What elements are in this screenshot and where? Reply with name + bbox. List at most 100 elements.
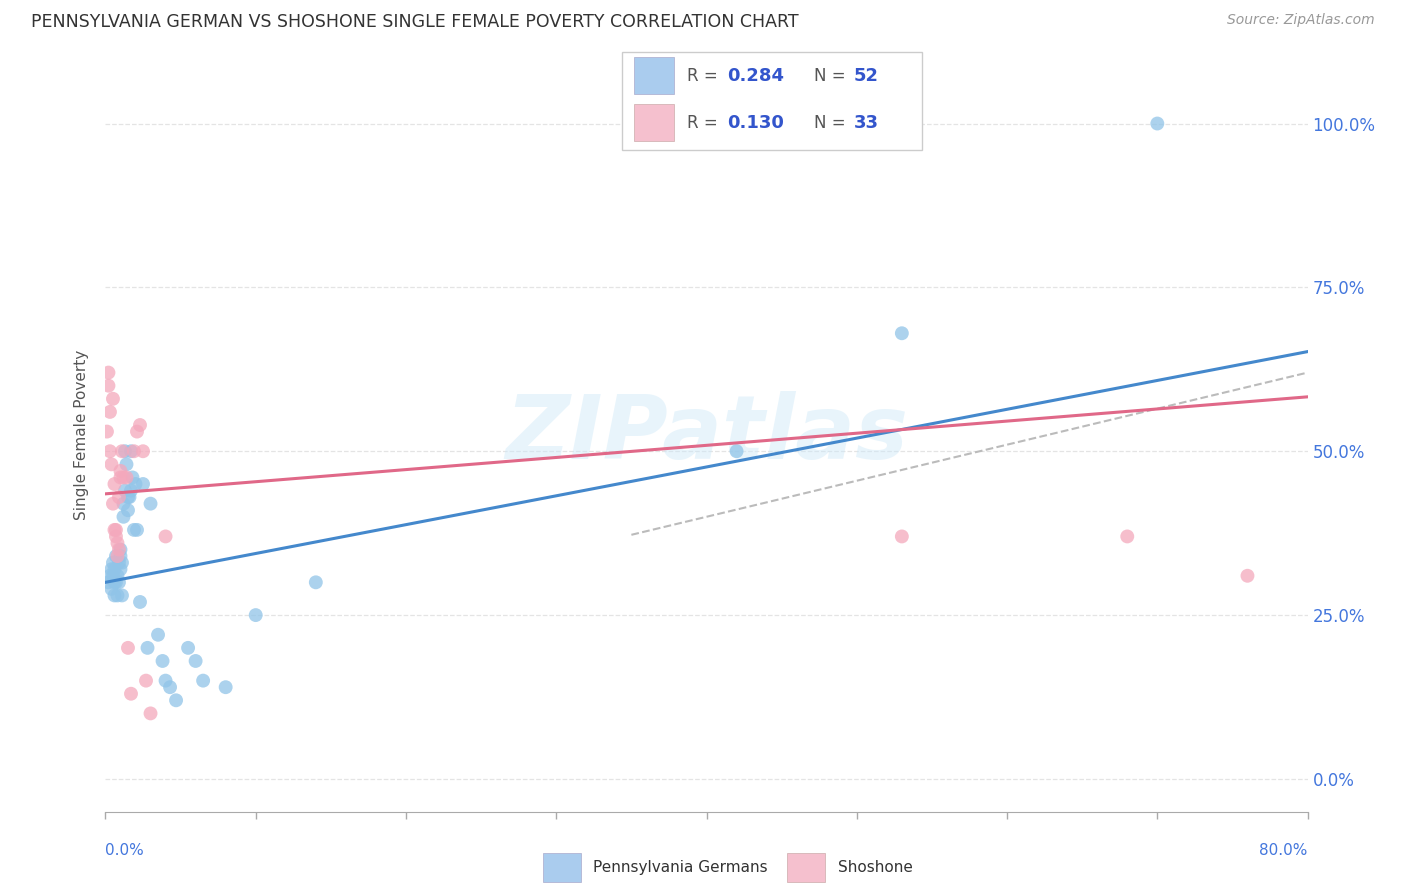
Point [101,497,124,511]
Point [114,483,136,498]
Point [125,523,148,537]
Point [136,640,159,655]
Point [139,497,162,511]
Point [110,549,132,563]
Text: 33: 33 [853,114,879,132]
Point [112,470,135,484]
Point [115,458,138,472]
Point [110,542,132,557]
Point [107,536,129,550]
Point [96,425,118,439]
Point [129,417,152,432]
Point [107,568,129,582]
Point [115,470,138,484]
Text: ZIPatlas: ZIPatlas [505,392,908,478]
Point [108,556,131,570]
Point [245,608,267,623]
Text: N =: N = [814,114,851,132]
Point [1116,529,1139,543]
FancyBboxPatch shape [621,52,922,150]
Point [112,509,135,524]
Point [305,575,328,590]
Text: Source: ZipAtlas.com: Source: ZipAtlas.com [1227,13,1375,28]
Point [191,673,214,688]
Point [117,640,139,655]
Point [125,425,148,439]
Point [107,549,129,563]
Text: R =: R = [686,114,723,132]
Point [100,582,122,596]
Text: Pennsylvania Germans: Pennsylvania Germans [593,860,768,875]
Point [118,490,141,504]
Point [110,470,132,484]
Point [117,503,139,517]
Point [103,575,125,590]
Point [890,326,912,341]
Point [890,529,912,543]
Point [112,497,135,511]
Text: 80.0%: 80.0% [1260,843,1308,858]
Point [97,575,120,590]
Point [108,575,131,590]
Point [129,595,152,609]
Point [165,693,187,707]
Point [101,556,124,570]
Text: R =: R = [686,67,723,85]
Point [120,483,142,498]
Point [101,568,124,582]
Text: 0.130: 0.130 [727,114,783,132]
Point [132,444,155,458]
Point [108,542,131,557]
Text: 0.0%: 0.0% [105,843,145,858]
Text: PENNSYLVANIA GERMAN VS SHOSHONE SINGLE FEMALE POVERTY CORRELATION CHART: PENNSYLVANIA GERMAN VS SHOSHONE SINGLE F… [31,13,799,31]
Point [117,490,139,504]
Point [120,687,142,701]
Point [122,444,145,458]
FancyBboxPatch shape [787,854,825,881]
Point [152,654,174,668]
Text: N =: N = [814,67,851,85]
Point [132,477,155,491]
Point [110,464,132,478]
Point [155,529,177,543]
Point [146,628,169,642]
Point [111,589,134,603]
Point [114,444,136,458]
Point [103,477,125,491]
Point [139,706,162,721]
Point [111,556,134,570]
Text: 52: 52 [853,67,879,85]
Point [98,405,121,419]
Point [108,490,131,504]
Point [98,568,121,582]
Point [103,523,125,537]
Point [155,673,177,688]
Point [104,575,127,590]
Point [111,444,134,458]
Point [104,529,127,543]
FancyBboxPatch shape [634,104,675,141]
Point [121,470,143,484]
Point [122,523,145,537]
Text: Shoshone: Shoshone [838,860,912,875]
FancyBboxPatch shape [634,57,675,95]
Point [159,680,181,694]
Point [124,477,146,491]
Point [103,562,125,576]
Point [1236,568,1258,582]
Point [103,589,125,603]
Text: 0.284: 0.284 [727,67,785,85]
Point [120,444,142,458]
Point [101,392,124,406]
Point [104,549,127,563]
Point [725,444,748,458]
Y-axis label: Single Female Poverty: Single Female Poverty [75,350,90,520]
Point [135,673,157,688]
FancyBboxPatch shape [543,854,581,881]
Point [107,589,129,603]
Point [184,654,207,668]
Point [100,458,122,472]
Point [104,523,127,537]
Point [98,444,121,458]
Point [110,562,132,576]
